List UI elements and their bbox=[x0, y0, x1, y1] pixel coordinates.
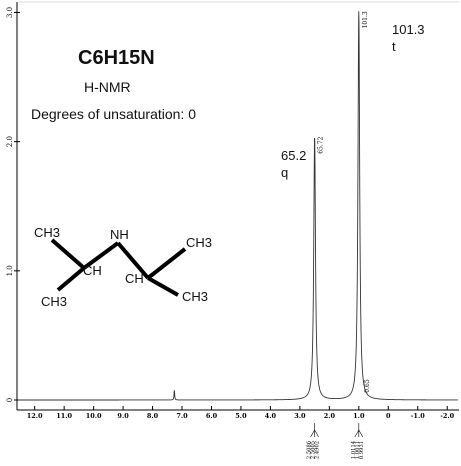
structure-label-ch3-1: CH3 bbox=[34, 225, 61, 240]
peak-list-1-0-splay bbox=[354, 429, 360, 438]
structure-label-ch-right: CH bbox=[125, 271, 144, 286]
x-tick-label: 4.0 bbox=[265, 412, 277, 420]
unsaturation-note: Degrees of unsaturation: 0 bbox=[31, 106, 196, 122]
y-tick-label: 2.0 bbox=[6, 136, 14, 147]
x-tick-label: 8.0 bbox=[147, 412, 159, 420]
molecule-structure bbox=[50, 238, 187, 297]
peak-list-1-0-label: 1.0011 bbox=[355, 441, 361, 459]
structure-label-ch-left: CH bbox=[83, 263, 102, 278]
annotation-value-2: 101.3 bbox=[392, 22, 425, 37]
annotation-multiplicity-2: t bbox=[392, 39, 396, 54]
peak-list-1-0-splay bbox=[358, 429, 364, 438]
peak-list-2-5-label: 2.5005 bbox=[311, 441, 317, 459]
x-tick-label: 3.0 bbox=[294, 412, 306, 420]
peak-list-1-0-label: 0.9931 bbox=[359, 441, 365, 459]
bond-ch-ch3-upper bbox=[146, 247, 187, 280]
x-tick-label: 9.0 bbox=[117, 412, 129, 420]
minor-peak-label: 0.65 bbox=[364, 379, 371, 393]
spectrum-line bbox=[18, 11, 458, 401]
bond-ch3-ch-left bbox=[50, 238, 86, 270]
x-tick-label: -1.0 bbox=[411, 412, 425, 420]
bond-ch-nh bbox=[82, 241, 120, 270]
bond-ch-ch3-right bbox=[147, 276, 179, 297]
x-tick-label: 2.0 bbox=[324, 412, 336, 420]
structure-label-ch3-2: CH3 bbox=[41, 294, 68, 309]
peak-top-label: 65.72 bbox=[318, 136, 325, 153]
bond-ch-ch3-lower bbox=[56, 266, 86, 292]
structure-label-ch3-4: CH3 bbox=[182, 289, 209, 304]
y-tick-label: 1.0 bbox=[6, 265, 14, 276]
peak-list-2-5-splay bbox=[314, 429, 319, 438]
chart-subtitle: H-NMR bbox=[84, 79, 131, 95]
structure-label-ch3-3: CH3 bbox=[186, 235, 213, 250]
structure-label-nh: NH bbox=[110, 227, 129, 242]
x-tick-label: 12.0 bbox=[27, 412, 43, 420]
peak-list-1-0-label: 1.0114 bbox=[351, 440, 357, 459]
peak-top-label: 101.3 bbox=[362, 11, 369, 28]
bond-nh-ch bbox=[116, 241, 150, 280]
x-tick-label: 11.0 bbox=[56, 412, 72, 420]
x-tick-label: -2.0 bbox=[440, 412, 454, 420]
chart-title: C6H15N bbox=[78, 47, 155, 69]
x-tick-label: 7.0 bbox=[176, 412, 188, 420]
peak-list-2-5-label: 2.4902 bbox=[315, 441, 321, 459]
peak-list-2-5-label: 2.5086 bbox=[307, 441, 313, 459]
annotation-multiplicity-1: q bbox=[281, 165, 289, 180]
x-tick-label: 0 bbox=[386, 412, 391, 420]
annotation-value-1: 65.2 bbox=[281, 148, 307, 163]
x-tick-label: 10.0 bbox=[86, 412, 102, 420]
y-tick-label: 3.0 bbox=[6, 7, 14, 18]
x-tick-label: 5.0 bbox=[235, 412, 247, 420]
x-tick-label: 6.0 bbox=[206, 412, 218, 420]
x-tick-label: 1.0 bbox=[353, 412, 365, 420]
peak-list-2-5-splay bbox=[310, 429, 315, 438]
y-tick-label: 0 bbox=[6, 398, 14, 402]
